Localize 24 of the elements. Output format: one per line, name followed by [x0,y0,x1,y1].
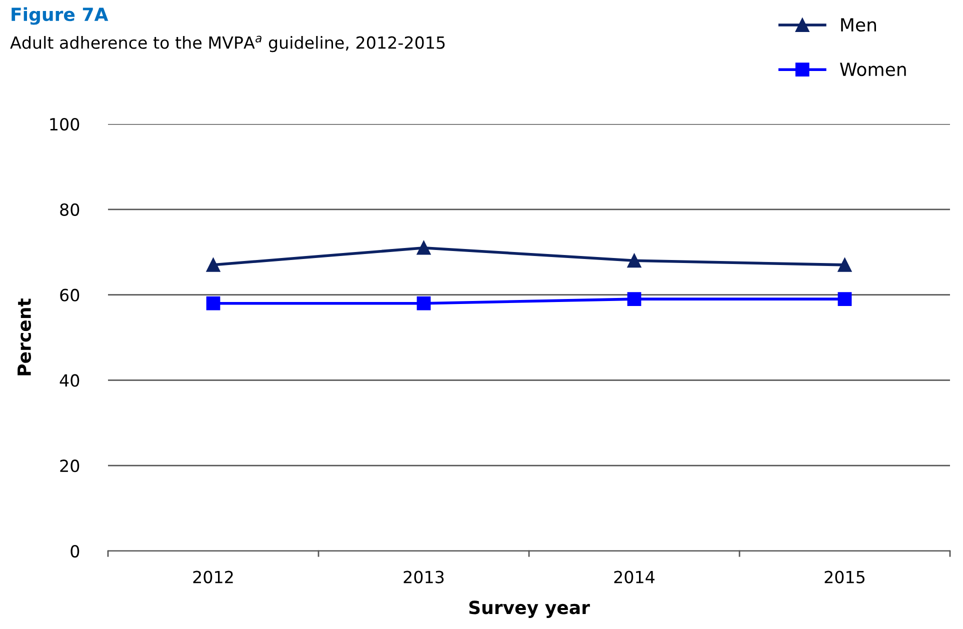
legend-label: Men [841,18,876,32]
y-axis-title: Percent [18,298,32,376]
y-tick-label: 60 [60,288,80,302]
point [416,240,431,255]
y-tick-label: 40 [60,374,80,387]
chart-title: Figure 7A [12,7,108,25]
y-tick-label: 20 [60,460,80,472]
legend-label: Women [840,62,906,76]
x-tick-label: 2014 [614,570,655,584]
y-tick-label: 100 [50,118,80,131]
x-tick-label: 2015 [824,570,864,584]
chart-subtitle: Adult adherence to the MVPA$^{a}$ guideline, 2012-2015 [10,36,445,52]
x-tick-label: 2012 [193,570,233,584]
point [206,296,220,310]
point [627,254,642,268]
point [838,292,852,306]
x-axis-title: Survey year [469,600,590,618]
point [627,292,642,306]
point [206,258,220,272]
y-tick-label: 80 [60,203,80,216]
point [416,296,431,310]
point [838,258,852,272]
y-tick-label: 0 [70,544,80,558]
x-tick-label: 2013 [404,570,444,584]
